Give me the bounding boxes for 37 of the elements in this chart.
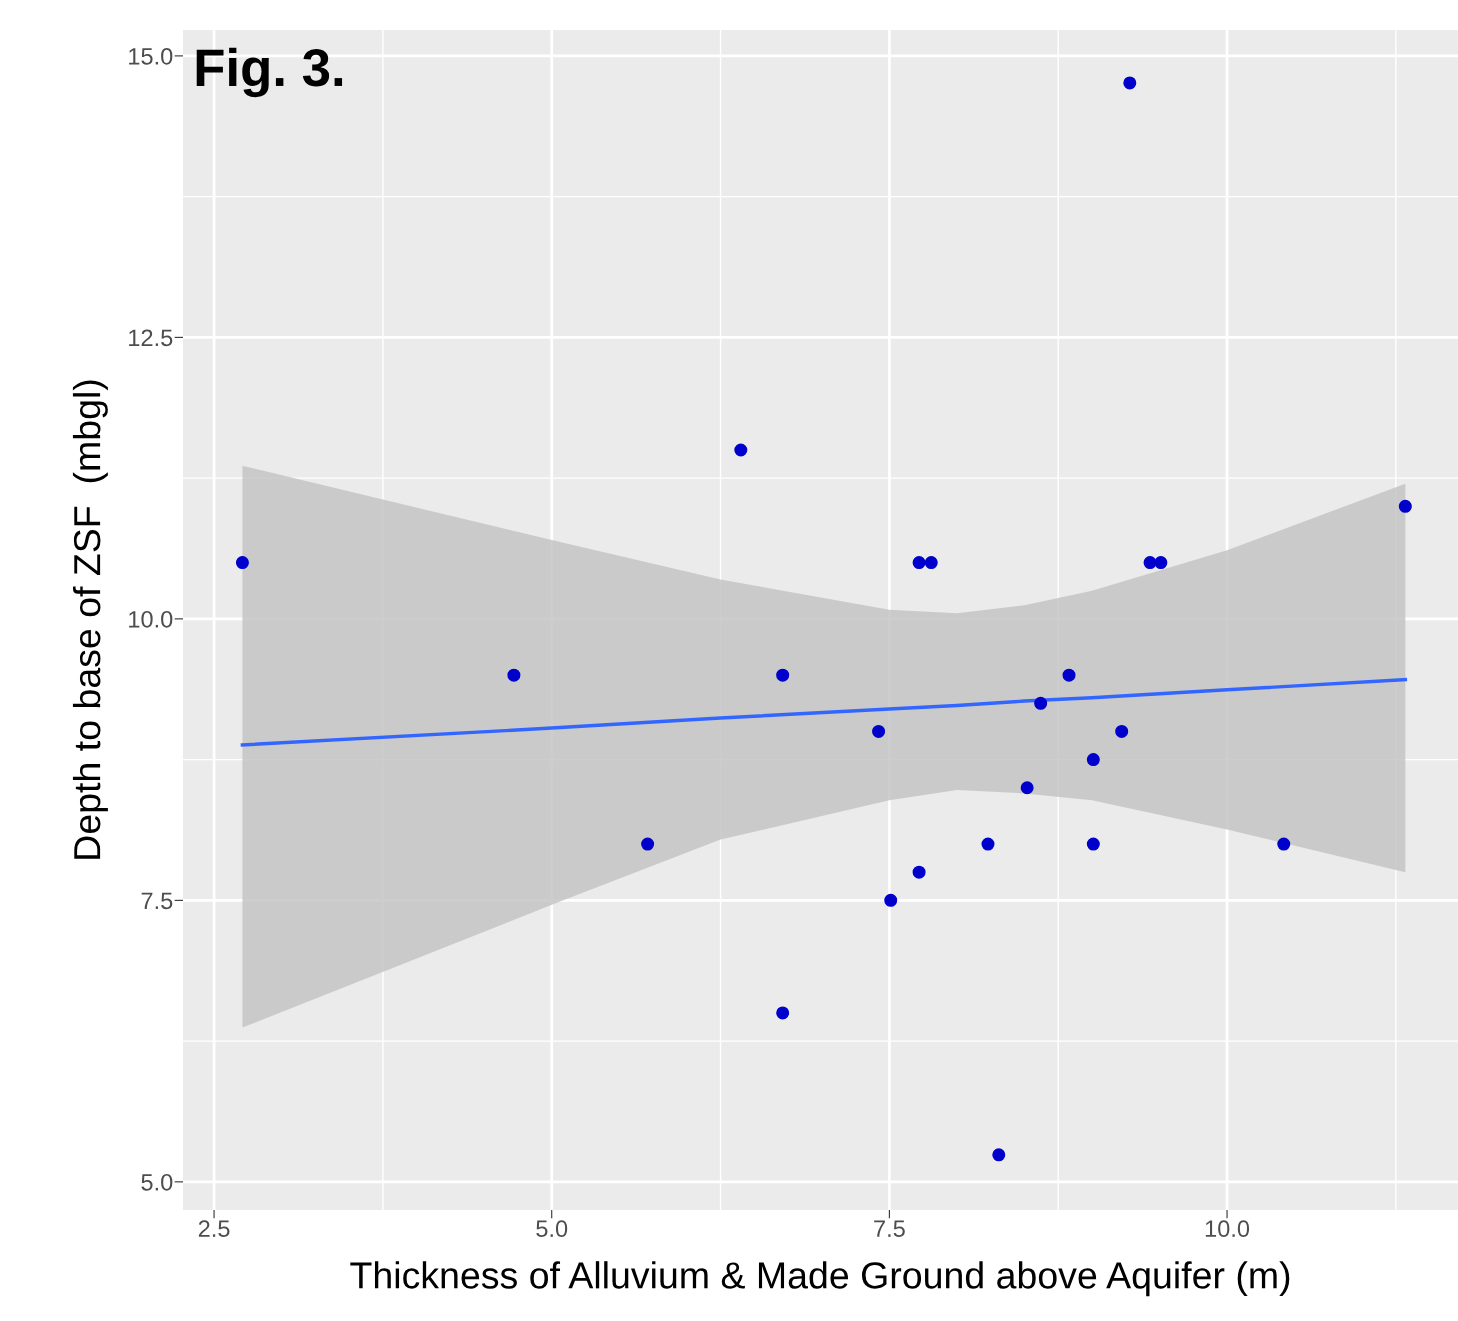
point [992, 1148, 1006, 1162]
point [776, 1006, 790, 1020]
y-tick-label: 15.0 [129, 47, 173, 65]
point [507, 668, 521, 682]
point [981, 837, 995, 851]
point [1020, 781, 1034, 795]
x-tick-label: 7.5 [874, 1220, 905, 1238]
point [1086, 753, 1100, 767]
point [1123, 76, 1137, 90]
y-tick-label: 7.5 [141, 892, 173, 910]
point [1154, 556, 1168, 570]
line-series [240, 677, 1408, 747]
point [912, 865, 926, 879]
point [1398, 499, 1412, 513]
point [235, 556, 249, 570]
x-tick-label: 10.0 [1205, 1220, 1250, 1238]
x-tick-label: 5.0 [536, 1220, 568, 1238]
x-tick-label: 2.5 [198, 1220, 230, 1238]
chart-title: Fig. 3. [196, 47, 343, 98]
point [1086, 837, 1100, 851]
point [776, 668, 790, 682]
point [641, 837, 655, 851]
point [884, 893, 898, 907]
y-tick-label: 5.0 [141, 1173, 173, 1191]
point [1115, 724, 1129, 738]
point [872, 724, 886, 738]
y-tick-label: 12.5 [129, 329, 173, 347]
x-axis-title: Thickness of Alluvium & Made Ground above Aquifer (m) [350, 1261, 1290, 1297]
point [912, 556, 926, 570]
y-axis-title: Depth to base of ZSF (mbgl) [72, 380, 108, 859]
point [1062, 668, 1076, 682]
point [1143, 556, 1157, 570]
y-tick-label: 10.0 [129, 610, 173, 628]
point [1277, 837, 1291, 851]
point [734, 443, 748, 457]
point [1034, 696, 1048, 710]
point [924, 556, 938, 570]
